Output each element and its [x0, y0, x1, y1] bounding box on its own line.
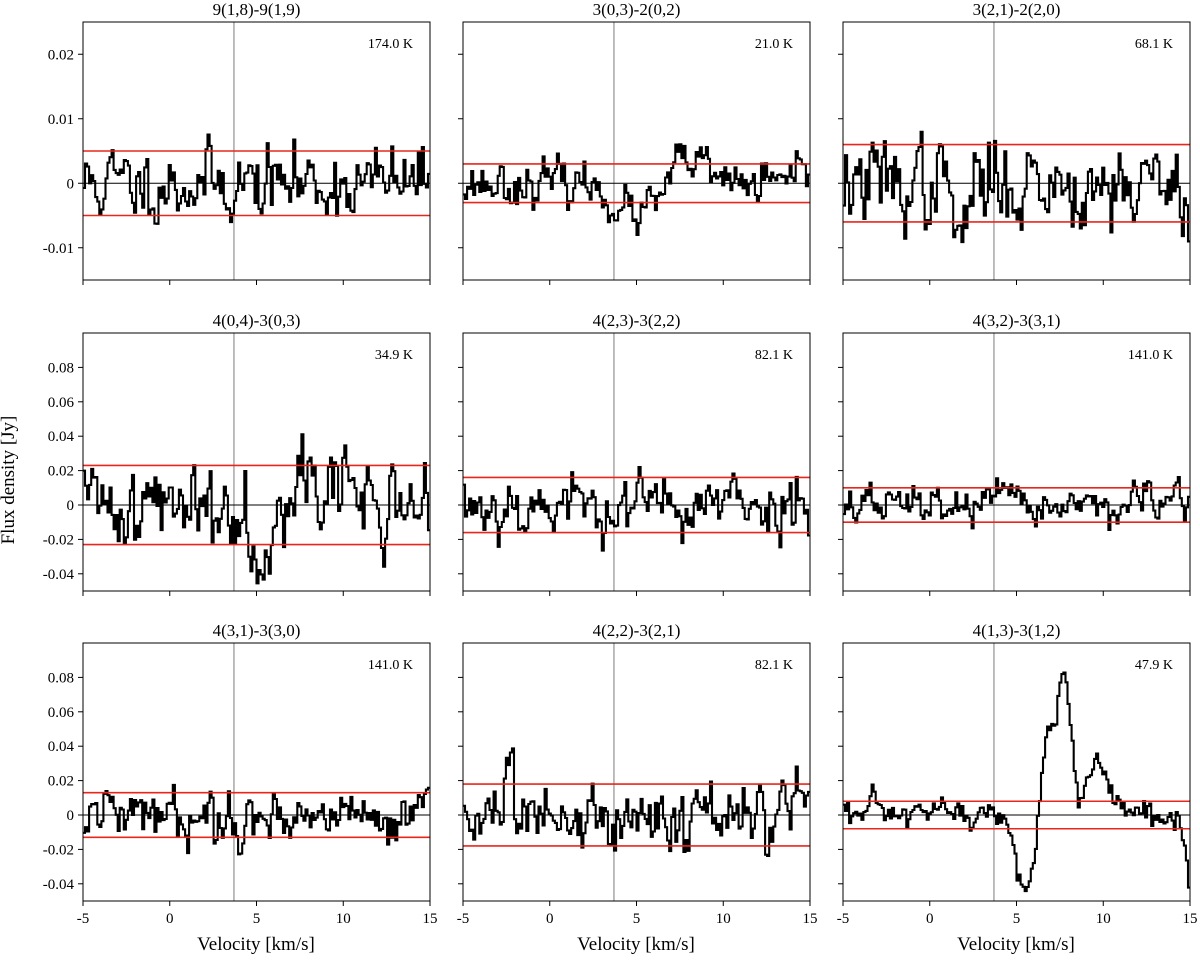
temperature-annotation: 82.1 K — [755, 658, 793, 673]
spectrum-series — [83, 133, 430, 225]
spectrum-series — [83, 783, 430, 856]
spectrum-series — [463, 747, 810, 858]
y-tick-label: 0.04 — [48, 429, 75, 445]
y-tick-label: 0.01 — [48, 112, 74, 128]
panel-title: 4(1,3)-3(1,2) — [973, 621, 1061, 640]
panel-title: 4(2,2)-3(2,1) — [593, 621, 681, 640]
x-tick-label: 15 — [1183, 911, 1198, 927]
y-tick-label: -0.02 — [43, 842, 74, 858]
panel-5: 4(2,3)-3(2,2) 82.1 K — [458, 311, 811, 596]
plot-frame — [462, 332, 811, 592]
spectrum-series — [843, 130, 1190, 244]
plot-frame — [842, 332, 1191, 592]
x-tick-label: 10 — [1096, 911, 1111, 927]
temperature-annotation: 21.0 K — [755, 37, 793, 52]
y-tick-label: -0.01 — [43, 241, 74, 257]
temperature-annotation: 68.1 K — [1135, 37, 1173, 52]
plot-frame — [82, 332, 431, 592]
y-tick-label: 0.04 — [48, 739, 75, 755]
panel-9: 4(1,3)-3(1,2) 47.9 K -5 0 5 10 15 — [837, 621, 1198, 927]
x-tick-label: 15 — [803, 911, 818, 927]
temperature-annotation: 174.0 K — [368, 37, 413, 52]
temperature-annotation: 47.9 K — [1135, 658, 1173, 673]
y-tick-label: 0 — [67, 176, 75, 192]
panel-3: 3(2,1)-2(2,0) 68.1 K — [838, 0, 1191, 285]
spectrum-series — [463, 143, 810, 237]
x-tick-label: -5 — [837, 911, 850, 927]
panel-8: 4(2,2)-3(2,1) 82.1 K -5 0 5 10 15 — [457, 621, 818, 927]
plot-frame — [82, 642, 431, 902]
spectrum-series — [463, 465, 810, 552]
panel-title: 3(0,3)-2(0,2) — [593, 0, 681, 19]
temperature-annotation: 141.0 K — [1128, 348, 1173, 363]
temperature-annotation: 141.0 K — [368, 658, 413, 673]
y-tick-label: 0.08 — [48, 360, 74, 376]
y-tick-label: -0.04 — [43, 877, 75, 893]
panel-title: 4(3,2)-3(3,1) — [973, 311, 1061, 330]
y-tick-label: 0 — [67, 498, 75, 514]
y-tick-label: 0.06 — [48, 705, 75, 721]
x-tick-label: -5 — [77, 911, 90, 927]
y-tick-label: 0.02 — [48, 774, 74, 790]
y-tick-label: 0 — [67, 808, 75, 824]
panel-4: 4(0,4)-3(0,3) 34.9 K -0.04 -0.02 0 0.02 0.04 0.… — [43, 311, 431, 596]
panel-title: 3(2,1)-2(2,0) — [973, 0, 1061, 19]
panel-title: 4(0,4)-3(0,3) — [213, 311, 301, 330]
y-tick-label: 0.08 — [48, 670, 74, 686]
x-axis-label-col3: Velocity [km/s] — [957, 934, 1075, 955]
y-tick-label: -0.02 — [43, 532, 74, 548]
panel-title: 9(1,8)-9(1,9) — [213, 0, 301, 19]
x-tick-label: 5 — [1013, 911, 1021, 927]
spectrum-series — [843, 476, 1190, 532]
y-axis-label: Flux density [Jy] — [0, 416, 19, 545]
x-tick-label: 10 — [336, 911, 351, 927]
x-tick-label: 0 — [546, 911, 554, 927]
x-tick-label: 5 — [633, 911, 641, 927]
y-tick-label: 0.02 — [48, 464, 74, 480]
y-tick-label: 0.02 — [48, 47, 74, 63]
temperature-annotation: 82.1 K — [755, 348, 793, 363]
panel-7: 4(3,1)-3(3,0) 141.0 K -5 0 5 10 15 -0.04 -0.02 0 0… — [43, 621, 438, 927]
plot-frame — [842, 21, 1191, 281]
x-axis-label-col2: Velocity [km/s] — [577, 934, 695, 955]
x-tick-label: -5 — [457, 911, 470, 927]
spectrum-series — [83, 433, 430, 585]
panel-title: 4(2,3)-3(2,2) — [593, 311, 681, 330]
y-tick-label: 0.06 — [48, 395, 75, 411]
temperature-annotation: 34.9 K — [375, 348, 413, 363]
x-tick-label: 15 — [423, 911, 438, 927]
x-tick-label: 5 — [253, 911, 261, 927]
panel-title: 4(3,1)-3(3,0) — [213, 621, 301, 640]
plot-frame — [462, 21, 811, 281]
spectrum-series — [843, 671, 1190, 893]
x-axis-label-col1: Velocity [km/s] — [197, 934, 315, 955]
panel-6: 4(3,2)-3(3,1) 141.0 K — [838, 311, 1191, 596]
y-tick-label: -0.04 — [43, 567, 75, 583]
panel-1: 9(1,8)-9(1,9) 174.0 K -0.01 0 0.01 0.02 — [43, 0, 431, 285]
x-tick-label: 0 — [926, 911, 934, 927]
panel-2: 3(0,3)-2(0,2) 21.0 K — [458, 0, 811, 285]
x-tick-label: 10 — [716, 911, 731, 927]
x-tick-label: 0 — [166, 911, 174, 927]
panels: 9(1,8)-9(1,9) 174.0 K -0.01 0 0.01 0.02 3(0,3)… — [43, 0, 1198, 927]
